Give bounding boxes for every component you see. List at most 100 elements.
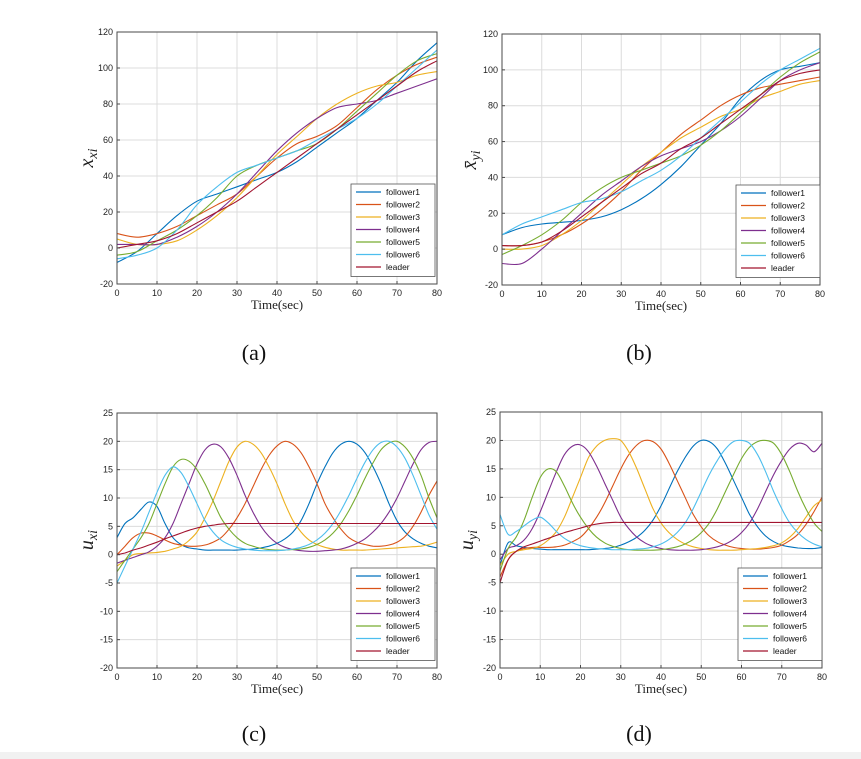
y-tick-label: 20 [486, 435, 496, 445]
legend-label-leader: leader [773, 646, 797, 656]
subplot-caption-d: (d) [626, 721, 652, 746]
legend-box [737, 567, 823, 661]
y-tick-label: 80 [103, 99, 113, 109]
x-tick-label: 30 [616, 289, 626, 299]
x-tick-label: 50 [696, 289, 706, 299]
x-tick-label: 50 [312, 288, 322, 298]
x-tick-label: 10 [537, 289, 547, 299]
x-tick-label: 30 [616, 672, 626, 682]
x-tick-label: 20 [192, 288, 202, 298]
y-tick-label: 10 [486, 492, 496, 502]
x-tick-label: 10 [152, 672, 162, 682]
y-tick-label: -20 [483, 663, 496, 673]
x-tick-label: 40 [272, 288, 282, 298]
x-tick-label: 60 [735, 289, 745, 299]
series-line-follower5 [500, 439, 822, 572]
legend-label-leader: leader [386, 262, 410, 272]
legend-label-follower1: follower1 [773, 571, 807, 581]
y-tick-label: 100 [483, 65, 498, 75]
y-tick-label: 15 [103, 465, 113, 475]
y-tick-label: 0 [491, 549, 496, 559]
y-tick-label: 100 [98, 63, 113, 73]
x-tick-label: 70 [392, 288, 402, 298]
x-tick-label: 60 [352, 672, 362, 682]
x-tick-label: 20 [576, 289, 586, 299]
x-tick-label: 20 [575, 672, 585, 682]
x-tick-label: 70 [392, 672, 402, 682]
x-tick-label: 70 [775, 289, 785, 299]
series-line-follower4 [500, 442, 822, 561]
legend-label-follower2: follower2 [771, 201, 805, 211]
series-line-follower2 [117, 440, 437, 556]
x-axis-label: Time(sec) [635, 681, 687, 696]
legend: follower1 follower2 follower3 follower4 foll… [350, 567, 436, 661]
series-line-follower5 [117, 440, 437, 573]
legend-label-follower5: follower5 [386, 621, 420, 631]
x-tick-label: 10 [152, 288, 162, 298]
x-axis-label: Time(sec) [635, 298, 687, 313]
subplot-d: 0 10 20 30 40 50 60 70 80 -20 -15 -10 -5 0 5 10 15 20 25 Ti… [456, 407, 827, 746]
series-line-follower3 [117, 440, 437, 567]
series-line-follower6 [117, 440, 437, 584]
y-tick-label: 0 [108, 243, 113, 253]
legend-label-follower4: follower4 [386, 609, 420, 619]
y-tick-label: -15 [100, 635, 113, 645]
y-tick-label: -5 [488, 578, 496, 588]
y-tick-label: -15 [483, 635, 496, 645]
x-tick-label: 40 [656, 289, 666, 299]
legend-label-leader: leader [386, 646, 410, 656]
y-tick-label: -10 [483, 606, 496, 616]
legend-label-follower3: follower3 [386, 212, 420, 222]
y-axis-label: uxi [76, 530, 101, 550]
y-tick-label: 40 [103, 171, 113, 181]
series-line-follower6 [500, 439, 822, 551]
legend-label-follower1: follower1 [771, 188, 805, 198]
x-axis-label: Time(sec) [251, 681, 303, 696]
y-tick-label: 10 [103, 493, 113, 503]
x-tick-label: 60 [736, 672, 746, 682]
legend-box [735, 184, 821, 278]
subplot-c: 0 10 20 30 40 50 60 70 80 -20 -15 -10 -5 0 5 10 15 20 25 Ti… [76, 408, 442, 746]
y-tick-label: 5 [108, 521, 113, 531]
x-tick-label: 30 [232, 672, 242, 682]
y-tick-label: 5 [491, 521, 496, 531]
y-tick-label: 60 [488, 137, 498, 147]
legend-label-follower5: follower5 [773, 621, 807, 631]
series-line-follower1 [500, 439, 822, 566]
x-tick-label: 0 [114, 288, 119, 298]
bottom-strip [0, 752, 861, 759]
series-line-leader [500, 521, 822, 583]
y-tick-label: 80 [488, 101, 498, 111]
legend-label-follower5: follower5 [771, 238, 805, 248]
x-tick-label: 30 [232, 288, 242, 298]
series-line-follower4 [502, 62, 820, 266]
subplot-caption-b: (b) [626, 340, 652, 365]
subplot-b: 0 10 20 30 40 50 60 70 80-20020406080100120Time(… [459, 29, 825, 365]
legend-label-follower6: follower6 [771, 251, 805, 261]
y-tick-label: 60 [103, 135, 113, 145]
y-tick-label: 20 [488, 208, 498, 218]
series-line-follower2 [500, 439, 822, 578]
x-tick-label: 40 [656, 672, 666, 682]
legend-label-follower3: follower3 [771, 213, 805, 223]
series-line-follower6 [502, 47, 820, 236]
x-tick-label: 0 [114, 672, 119, 682]
series-line-follower3 [502, 80, 820, 250]
series-line-follower1 [502, 62, 820, 236]
y-tick-label: 15 [486, 464, 496, 474]
legend-label-follower4: follower4 [386, 225, 420, 235]
legend-label-follower2: follower2 [773, 584, 807, 594]
subplot-caption-c: (c) [242, 721, 266, 746]
x-tick-label: 60 [352, 288, 362, 298]
legend-label-leader: leader [771, 263, 795, 273]
x-axis-label: Time(sec) [251, 297, 303, 312]
y-axis-label: uyi [456, 530, 481, 550]
series-line-leader [117, 522, 437, 556]
legend: follower1 follower2 follower3 follower4 foll… [350, 183, 436, 277]
x-tick-label: 40 [272, 672, 282, 682]
x-tick-label: 50 [312, 672, 322, 682]
x-tick-label: 80 [815, 289, 825, 299]
x-tick-label: 0 [497, 672, 502, 682]
y-tick-label: 120 [98, 27, 113, 37]
y-axis-label: xxi [76, 148, 101, 168]
